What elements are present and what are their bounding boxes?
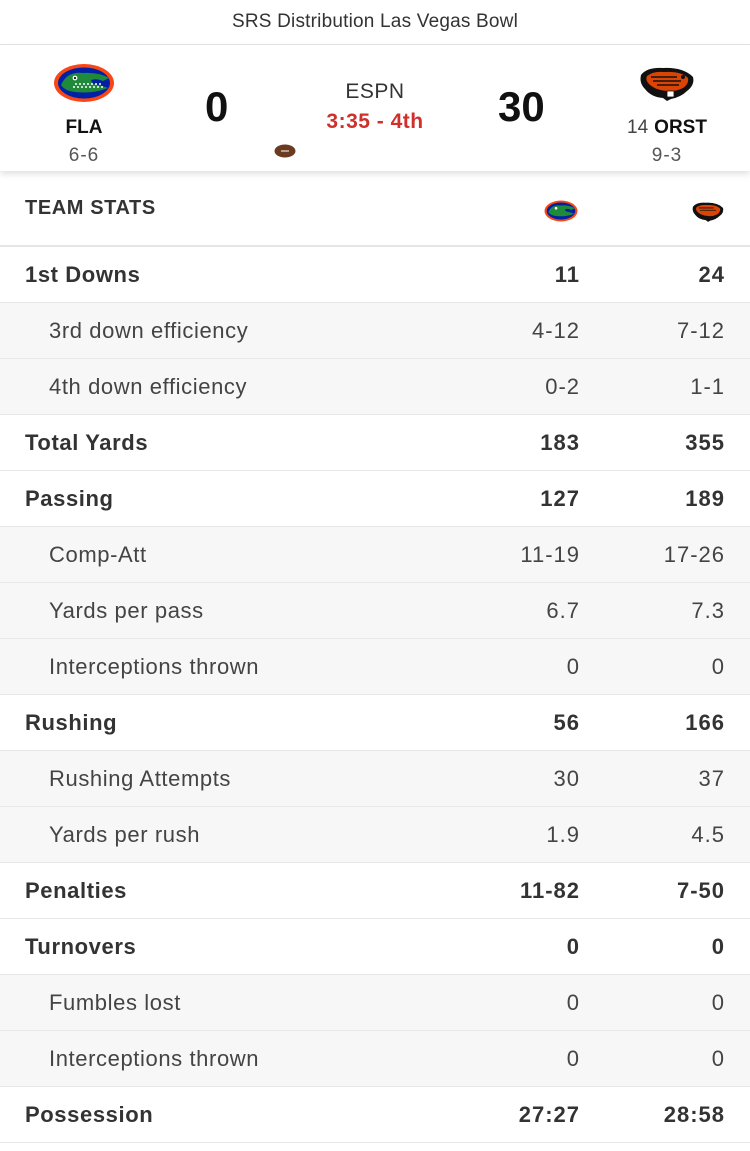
stat-label: 3rd down efficiency	[49, 317, 249, 343]
stat-away-value: 6.7	[546, 597, 580, 623]
stat-label: Turnovers	[25, 933, 137, 959]
stat-home-value: 0	[711, 989, 725, 1015]
stat-row: Yards per rush 1.9 4.5	[0, 807, 750, 863]
team-stats-header: TEAM STATS	[0, 171, 750, 247]
home-team-name: 14 ORST	[587, 117, 747, 139]
bowl-title: SRS Distribution Las Vegas Bowl	[231, 11, 519, 32]
stat-home-value: 0	[711, 653, 725, 679]
stat-label: Yards per pass	[49, 597, 204, 623]
stat-row: Penalties 11-82 7-50	[0, 863, 750, 919]
beavers-logo-icon	[692, 202, 724, 222]
stat-label: Interceptions thrown	[49, 653, 260, 679]
home-team[interactable]: 14 ORST 9-3	[587, 45, 747, 167]
stat-row: Fumbles lost 0 0	[0, 975, 750, 1031]
home-score: 30	[498, 83, 545, 130]
stat-away-value: 0	[566, 653, 580, 679]
stat-home-value: 189	[685, 485, 725, 511]
stat-label: Interceptions thrown	[49, 1045, 260, 1071]
stat-row: 4th down efficiency 0-2 1-1	[0, 359, 750, 415]
stat-row: Interceptions thrown 0 0	[0, 1031, 750, 1087]
stat-away-value: 4-12	[531, 317, 580, 343]
team-stats-table: TEAM STATS 1st Downs 11 24 3rd down efficie…	[0, 171, 750, 1143]
stat-label: Rushing	[25, 709, 118, 735]
stat-home-value: 4.5	[691, 821, 725, 847]
stat-label: Possession	[25, 1101, 154, 1127]
stat-label: Penalties	[25, 877, 128, 903]
stat-row: Comp-Att 11-19 17-26	[0, 527, 750, 583]
stat-home-value: 166	[685, 709, 725, 735]
stat-row: Possession 27:27 28:58	[0, 1087, 750, 1143]
stat-home-value: 355	[685, 429, 725, 455]
stat-row: Turnovers 0 0	[0, 919, 750, 975]
stat-label: Total Yards	[25, 429, 149, 455]
stat-away-value: 0-2	[545, 373, 580, 399]
stat-row: Yards per pass 6.7 7.3	[0, 583, 750, 639]
stat-away-value: 11	[554, 261, 580, 287]
stat-away-value: 56	[553, 709, 580, 735]
home-team-abbr: ORST	[654, 117, 707, 138]
gators-logo-icon	[54, 64, 114, 102]
stat-home-value: 28:58	[663, 1101, 725, 1127]
stat-label: 1st Downs	[25, 261, 141, 287]
tv-network: ESPN	[345, 80, 405, 103]
stat-label: 4th down efficiency	[49, 373, 248, 399]
stat-away-value: 0	[566, 933, 580, 959]
stat-row: Rushing 56 166	[0, 695, 750, 751]
stat-away-value: 1.9	[546, 821, 580, 847]
stat-label: Yards per rush	[49, 821, 201, 847]
stat-home-value: 17-26	[663, 541, 725, 567]
stat-away-value: 11-19	[520, 541, 580, 567]
stat-row: Total Yards 183 355	[0, 415, 750, 471]
away-team-abbr: FLA	[65, 117, 103, 138]
stat-home-value: 1-1	[690, 373, 725, 399]
stat-row: Rushing Attempts 30 37	[0, 751, 750, 807]
stat-away-value: 11-82	[519, 877, 580, 903]
stat-row: Interceptions thrown 0 0	[0, 639, 750, 695]
away-score: 0	[205, 83, 229, 130]
stat-home-value: 7.3	[691, 597, 725, 623]
stat-away-value: 183	[540, 429, 580, 455]
stat-away-value: 30	[553, 765, 580, 791]
game-title-bar: SRS Distribution Las Vegas Bowl	[0, 0, 750, 45]
scoreboard[interactable]: FLA 6-6 0 ESPN 3:35 - 4th 30 14 ORST 9-3	[0, 45, 750, 171]
away-team[interactable]: FLA 6-6	[4, 45, 164, 167]
stat-home-value: 0	[711, 933, 725, 959]
team-stats-title: TEAM STATS	[25, 196, 156, 219]
home-team-record: 9-3	[651, 145, 683, 166]
home-team-rank: 14	[627, 117, 649, 138]
beavers-logo-icon	[640, 67, 694, 101]
stat-row: Passing 127 189	[0, 471, 750, 527]
stat-row: 3rd down efficiency 4-12 7-12	[0, 303, 750, 359]
stat-away-value: 0	[566, 1045, 580, 1071]
stat-home-value: 37	[698, 765, 725, 791]
gators-logo-icon	[544, 200, 578, 222]
stat-home-value: 24	[698, 261, 725, 287]
stat-home-value: 0	[711, 1045, 725, 1071]
game-clock: 3:35 - 4th	[326, 110, 424, 133]
stat-home-value: 7-50	[676, 877, 725, 903]
stat-away-value: 27:27	[518, 1101, 580, 1127]
team-stats-rows: 1st Downs 11 24 3rd down efficiency 4-12 7-12…	[0, 247, 750, 1143]
stat-label: Comp-Att	[49, 541, 147, 567]
football-icon	[274, 144, 296, 158]
away-team-record: 6-6	[68, 145, 100, 166]
stat-label: Rushing Attempts	[49, 765, 232, 791]
stat-row: 1st Downs 11 24	[0, 247, 750, 303]
stat-away-value: 127	[540, 485, 580, 511]
stat-label: Fumbles lost	[49, 989, 181, 1015]
stat-away-value: 0	[566, 989, 580, 1015]
stat-label: Passing	[25, 485, 114, 511]
stat-home-value: 7-12	[676, 317, 725, 343]
